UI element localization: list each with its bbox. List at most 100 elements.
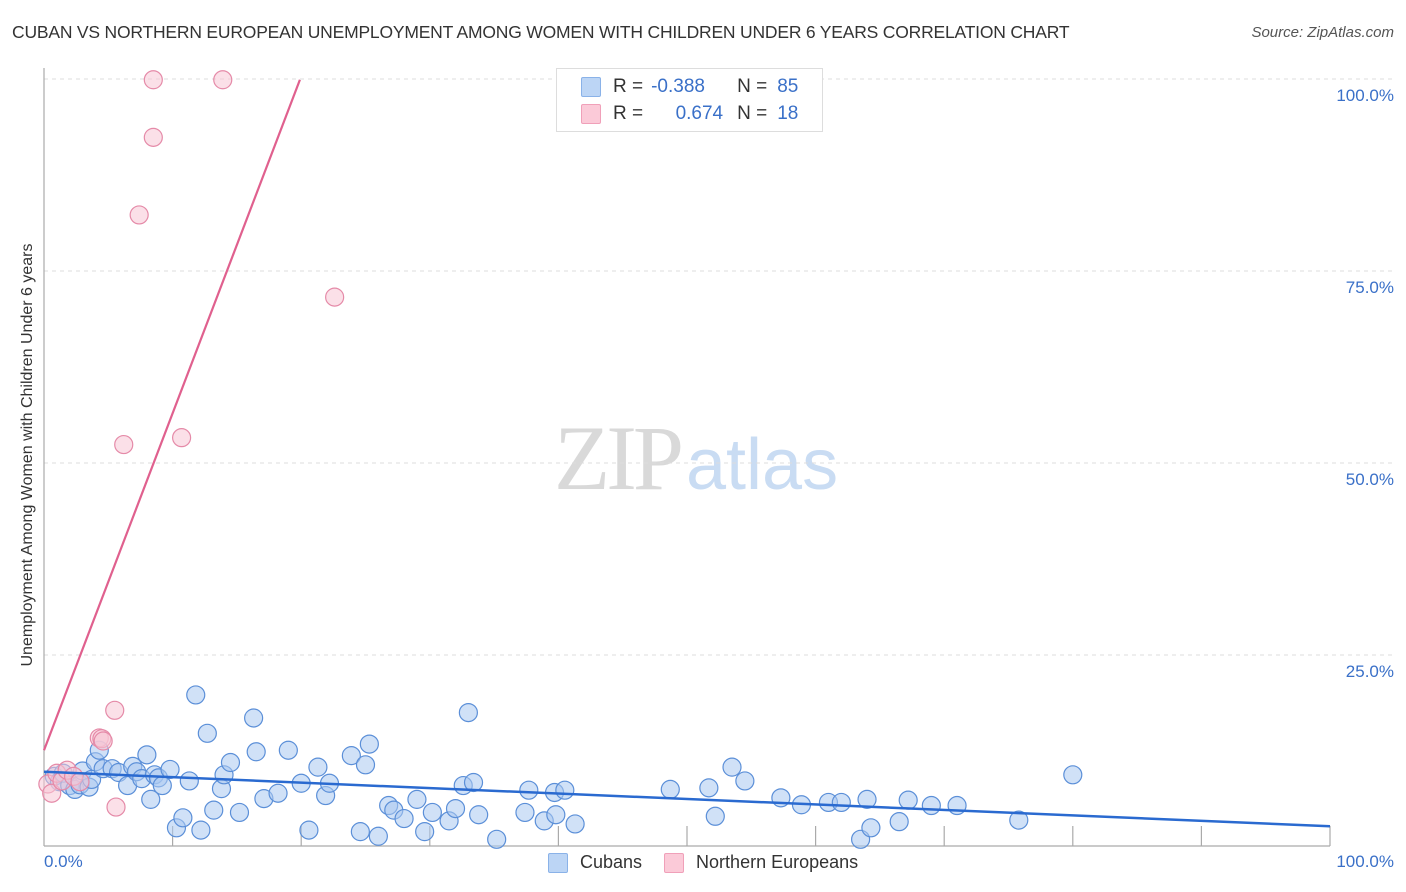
data-point[interactable] xyxy=(350,822,370,842)
data-point[interactable] xyxy=(458,702,478,723)
data-point[interactable] xyxy=(555,780,575,800)
data-point[interactable] xyxy=(268,783,288,803)
data-point[interactable] xyxy=(220,752,241,773)
northern-europeans-points xyxy=(38,70,345,817)
data-point[interactable] xyxy=(898,790,918,810)
data-point[interactable] xyxy=(463,772,484,793)
data-point[interactable] xyxy=(129,205,149,225)
legend-label: Cubans xyxy=(580,852,643,872)
data-point[interactable] xyxy=(106,797,126,817)
data-point[interactable] xyxy=(186,685,206,705)
data-point[interactable] xyxy=(368,826,388,846)
northern-europeans-swatch xyxy=(664,852,685,873)
n-label: N = xyxy=(737,76,768,97)
data-point[interactable] xyxy=(415,822,435,842)
data-point[interactable] xyxy=(699,778,719,798)
northern-europeans-trend-line xyxy=(42,79,301,751)
data-point[interactable] xyxy=(179,771,199,791)
data-point[interactable] xyxy=(173,808,193,828)
data-point[interactable] xyxy=(422,802,442,823)
data-point[interactable] xyxy=(660,779,680,800)
data-point[interactable] xyxy=(93,731,113,751)
data-point[interactable] xyxy=(299,820,319,840)
x-tick-100: 100.0% xyxy=(1336,852,1394,871)
data-point[interactable] xyxy=(1009,810,1029,830)
data-point[interactable] xyxy=(394,808,414,829)
data-point[interactable] xyxy=(246,742,266,762)
data-point[interactable] xyxy=(565,814,585,834)
data-point[interactable] xyxy=(143,70,163,90)
data-point[interactable] xyxy=(735,771,755,791)
data-point[interactable] xyxy=(722,757,742,777)
data-point[interactable] xyxy=(213,70,233,90)
y-tick-75: 75.0% xyxy=(1345,278,1394,297)
data-point[interactable] xyxy=(355,755,376,775)
data-point[interactable] xyxy=(705,806,725,826)
y-axis-label: Unemployment Among Women with Children U… xyxy=(19,243,36,667)
data-point[interactable] xyxy=(519,780,539,800)
data-point[interactable] xyxy=(1063,765,1083,785)
data-point[interactable] xyxy=(341,746,361,766)
data-point[interactable] xyxy=(407,789,427,809)
data-point[interactable] xyxy=(244,708,264,728)
r-label: R = xyxy=(613,103,644,124)
data-point[interactable] xyxy=(160,759,180,780)
data-point[interactable] xyxy=(831,792,851,813)
legend-item-cubans[interactable]: Cubans xyxy=(548,852,642,873)
n-value: 85 xyxy=(777,76,799,97)
r-label: R = xyxy=(613,76,644,97)
watermark-atlas: atlas xyxy=(686,425,839,505)
legend-label: Northern Europeans xyxy=(696,852,859,872)
stats-row-northern-europeans: R = 0.674 N = 18 xyxy=(581,102,798,126)
data-point[interactable] xyxy=(141,789,161,809)
n-label: N = xyxy=(737,103,768,124)
axes xyxy=(43,68,1331,847)
n-value: 18 xyxy=(777,103,799,124)
series-legend: Cubans Northern Europeans xyxy=(548,852,880,873)
data-point[interactable] xyxy=(857,789,877,809)
stats-legend: R = -0.388 N = 85 R = 0.674 N = 18 xyxy=(556,68,823,132)
data-point[interactable] xyxy=(114,434,134,455)
gridlines xyxy=(44,78,1395,656)
x-tick-0: 0.0% xyxy=(44,852,83,871)
cubans-swatch xyxy=(548,852,568,873)
data-point[interactable] xyxy=(469,805,489,825)
r-value: 0.674 xyxy=(675,103,724,124)
data-point[interactable] xyxy=(515,802,535,823)
y-tick-100: 100.0% xyxy=(1336,86,1394,105)
data-point[interactable] xyxy=(308,757,328,777)
data-point[interactable] xyxy=(137,745,157,765)
data-point[interactable] xyxy=(325,287,345,307)
watermark: ZIPatlas xyxy=(554,405,838,511)
data-point[interactable] xyxy=(229,802,250,823)
cubans-trend-line xyxy=(43,770,1331,828)
data-point[interactable] xyxy=(204,800,224,820)
cubans-swatch xyxy=(581,77,601,97)
cubans-points xyxy=(44,685,1083,849)
watermark-zip: ZIP xyxy=(554,407,684,509)
data-point[interactable] xyxy=(359,734,379,754)
data-point[interactable] xyxy=(197,723,217,743)
y-tick-50: 50.0% xyxy=(1345,470,1394,489)
data-point[interactable] xyxy=(487,829,507,849)
chart-title: CUBAN VS NORTHERN EUROPEAN UNEMPLOYMENT … xyxy=(12,22,1070,42)
source-credit: Source: ZipAtlas.com xyxy=(1251,24,1394,41)
data-point[interactable] xyxy=(546,805,566,825)
trend-lines xyxy=(42,79,1331,828)
data-point[interactable] xyxy=(172,428,192,448)
data-point[interactable] xyxy=(889,812,909,832)
data-point[interactable] xyxy=(70,772,90,792)
data-point[interactable] xyxy=(445,798,466,819)
data-point[interactable] xyxy=(152,775,172,796)
data-point[interactable] xyxy=(861,818,881,838)
data-point[interactable] xyxy=(191,820,211,840)
data-point[interactable] xyxy=(921,795,941,816)
data-point[interactable] xyxy=(143,127,163,147)
data-point[interactable] xyxy=(278,740,298,760)
legend-item-northern-europeans[interactable]: Northern Europeans xyxy=(664,852,858,873)
northern-europeans-swatch xyxy=(581,104,601,124)
stats-row-cubans: R = -0.388 N = 85 xyxy=(581,75,798,99)
data-point[interactable] xyxy=(42,783,62,803)
data-point[interactable] xyxy=(105,700,125,720)
